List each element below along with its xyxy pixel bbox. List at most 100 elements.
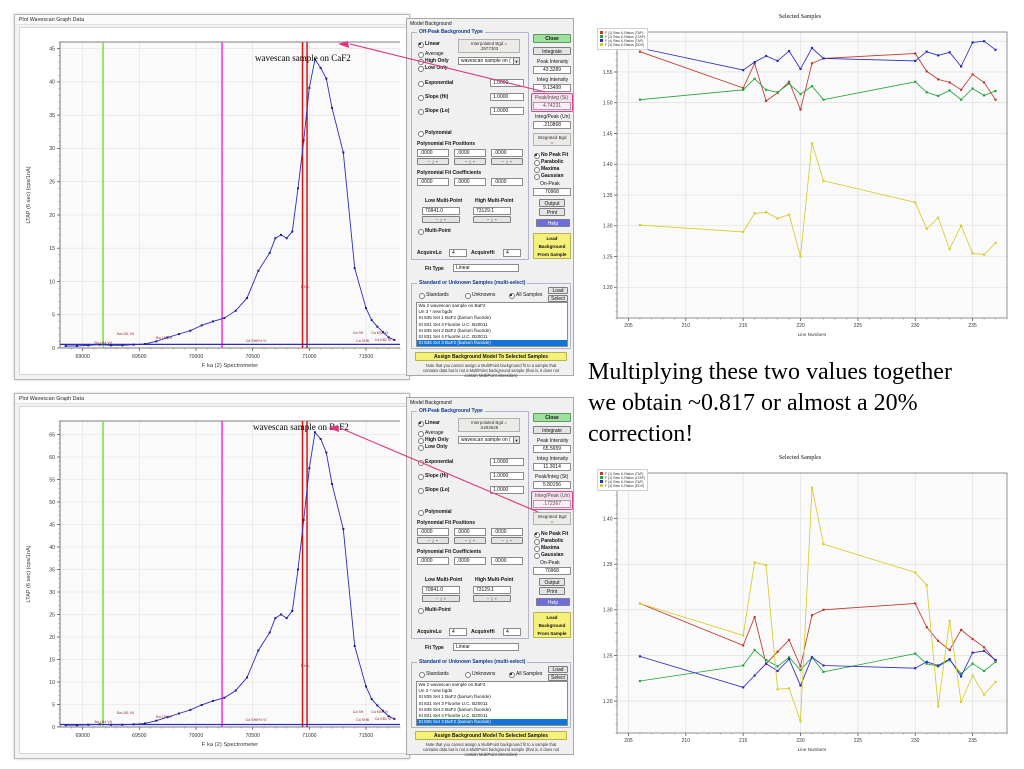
- radio-average[interactable]: Average: [418, 51, 444, 59]
- kratio-chart-bottom[interactable]: Selected Samples 1.40 1.35 1.30 1.25 1.20 205…: [585, 455, 1015, 760]
- sample-combo[interactable]: wavescan sample on (: [458, 57, 520, 65]
- radio-high-only[interactable]: High Only: [418, 437, 449, 445]
- list-item[interactable]: Un 3 * new bgds: [418, 309, 453, 315]
- radio-all-samples[interactable]: All Samples: [509, 292, 542, 300]
- poly-coeff-3[interactable]: .0000: [491, 178, 523, 186]
- poly-coeff-2[interactable]: .0000: [454, 557, 486, 565]
- output-button[interactable]: Output: [539, 199, 565, 207]
- list-item[interactable]: Wa 2 wavescan sample on BaF2: [418, 303, 486, 308]
- radio-polynomial[interactable]: Polynomial: [418, 130, 452, 138]
- sample-combo-arrow-icon[interactable]: ▼: [513, 57, 520, 65]
- fit-type-value[interactable]: Linear: [453, 643, 519, 651]
- kratio-chart-top[interactable]: Selected Samples 1.601.551.501.451.401.3…: [585, 14, 1015, 344]
- list-item[interactable]: St 835 Set 1 BaF2 (barium fluoride): [418, 694, 491, 700]
- acquire-hi-value[interactable]: 4: [503, 628, 521, 636]
- poly-coeff-3[interactable]: .0000: [491, 557, 523, 565]
- fit-type-value[interactable]: Linear: [453, 264, 519, 272]
- radio-all-samples[interactable]: All Samples: [509, 671, 542, 679]
- select-button[interactable]: Select: [548, 674, 568, 681]
- radio-parabolic[interactable]: Parabolic: [534, 159, 564, 167]
- radio-high-only[interactable]: High Only: [418, 58, 449, 66]
- poly-pos-2[interactable]: .0000: [454, 149, 486, 157]
- radio-slope-lo[interactable]: Slope (Lo): [418, 487, 449, 495]
- poly-pos-3-stepper[interactable]: − | +: [491, 158, 523, 165]
- radio-exponential[interactable]: Exponential: [418, 459, 453, 467]
- list-item[interactable]: St 835 Set 2 BaF2 (barium fluoride): [418, 327, 491, 333]
- radio-low-only[interactable]: Low Only: [418, 65, 448, 73]
- load-button[interactable]: Load: [548, 287, 568, 294]
- radio-average[interactable]: Average: [418, 430, 444, 438]
- radio-slope-hi[interactable]: Slope (Hi): [418, 94, 448, 102]
- sample-combo[interactable]: wavescan sample on (: [458, 436, 520, 444]
- select-button[interactable]: Select: [548, 295, 568, 302]
- radio-maxima[interactable]: Maxima: [534, 545, 559, 553]
- poly-pos-2[interactable]: .0000: [454, 528, 486, 536]
- slope-hi-value[interactable]: 1.0000: [490, 472, 524, 480]
- radio-no-peak-fit[interactable]: No Peak Fit: [534, 531, 568, 539]
- slope-lo-value[interactable]: 1.0000: [490, 486, 524, 494]
- wavescan-plot-top[interactable]: 45 40 35 30 25 20 15 10 5 0 69000 69500 70000 70500 71…: [19, 27, 407, 375]
- poly-pos-3-stepper[interactable]: − | +: [491, 537, 523, 544]
- low-multipoint-stepper[interactable]: − | +: [422, 216, 460, 223]
- sample-listbox-top[interactable]: Wa 2 wavescan sample on BaF2 Un 3 * new …: [416, 302, 568, 347]
- radio-multi-point[interactable]: Multi-Point: [418, 607, 451, 615]
- close-button[interactable]: Close: [533, 413, 571, 422]
- list-item[interactable]: St 835 Set 1 BaF2 (barium fluoride): [418, 315, 491, 321]
- sample-listbox-bottom[interactable]: Wa 2 wavescan sample on BaF2 Un 3 * new …: [416, 681, 568, 726]
- poly-pos-2-stepper[interactable]: − | +: [454, 537, 486, 544]
- exponential-value[interactable]: 1.0000: [490, 79, 524, 87]
- poly-pos-1[interactable]: .0000: [417, 149, 449, 157]
- poly-pos-3[interactable]: .0000: [491, 528, 523, 536]
- radio-standards[interactable]: Standards: [419, 671, 449, 679]
- poly-pos-3[interactable]: .0000: [491, 149, 523, 157]
- poly-pos-1-stepper[interactable]: − | +: [417, 537, 449, 544]
- acquire-hi-value[interactable]: 4: [503, 249, 521, 257]
- list-item[interactable]: St 831 Set 4 Fluorite U.C. B20011: [418, 334, 488, 340]
- high-multipoint-stepper[interactable]: − | +: [473, 595, 511, 602]
- radio-exponential[interactable]: Exponential: [418, 80, 453, 88]
- radio-parabolic[interactable]: Parabolic: [534, 538, 564, 546]
- radio-gaussian[interactable]: Gaussian: [534, 173, 564, 181]
- poly-pos-1[interactable]: .0000: [417, 528, 449, 536]
- close-button[interactable]: Close: [533, 34, 571, 43]
- assign-background-button[interactable]: Assign Background Model To Selected Samp…: [415, 731, 567, 740]
- help-button[interactable]: Help: [536, 219, 570, 227]
- high-multipoint-stepper[interactable]: − | +: [473, 216, 511, 223]
- low-multipoint-value[interactable]: 70841.0: [422, 586, 460, 594]
- integrate-button[interactable]: Integrate: [533, 47, 571, 55]
- high-multipoint-value[interactable]: 73129.1: [473, 207, 511, 215]
- print-button[interactable]: Print: [539, 587, 565, 595]
- radio-unknowns[interactable]: Unknowns: [465, 671, 495, 679]
- acquire-lo-value[interactable]: 4: [449, 628, 467, 636]
- list-item[interactable]: St 831 Set 3 Fluorite U.C. B20011: [418, 700, 488, 706]
- assign-background-button[interactable]: Assign Background Model To Selected Samp…: [415, 352, 567, 361]
- slope-hi-value[interactable]: 1.0000: [490, 93, 524, 101]
- poly-coeff-1[interactable]: .0000: [417, 557, 449, 565]
- poly-pos-2-stepper[interactable]: − | +: [454, 158, 486, 165]
- load-button[interactable]: Load: [548, 666, 568, 673]
- list-item[interactable]: Un 3 * new bgds: [418, 688, 453, 694]
- list-item-selected[interactable]: St 835 Set 3 BaF2 (barium fluoride): [417, 719, 567, 725]
- radio-gaussian[interactable]: Gaussian: [534, 552, 564, 560]
- load-background-from-sample-button[interactable]: Load Background From Sample: [533, 233, 571, 259]
- print-button[interactable]: Print: [539, 208, 565, 216]
- slope-lo-value[interactable]: 1.0000: [490, 107, 524, 115]
- high-multipoint-value[interactable]: 73129.1: [473, 586, 511, 594]
- radio-polynomial[interactable]: Polynomial: [418, 509, 452, 517]
- list-item[interactable]: St 831 Set 4 Fluorite U.C. B20011: [418, 713, 488, 719]
- sample-combo-arrow-icon[interactable]: ▼: [513, 436, 520, 444]
- radio-multi-point[interactable]: Multi-Point: [418, 228, 451, 236]
- list-item-selected[interactable]: St 835 Set 3 BaF2 (barium fluoride): [417, 340, 567, 346]
- low-multipoint-stepper[interactable]: − | +: [422, 595, 460, 602]
- radio-linear[interactable]: Linear: [418, 420, 440, 428]
- radio-slope-hi[interactable]: Slope (Hi): [418, 473, 448, 481]
- poly-coeff-2[interactable]: .0000: [454, 178, 486, 186]
- radio-linear[interactable]: Linear: [418, 41, 440, 49]
- help-button[interactable]: Help: [536, 598, 570, 606]
- acquire-lo-value[interactable]: 4: [449, 249, 467, 257]
- poly-coeff-1[interactable]: .0000: [417, 178, 449, 186]
- list-item[interactable]: St 831 Set 3 Fluorite U.C. B20011: [418, 321, 488, 327]
- radio-no-peak-fit[interactable]: No Peak Fit: [534, 152, 568, 160]
- list-item[interactable]: St 835 Set 2 BaF2 (barium fluoride): [418, 706, 491, 712]
- radio-maxima[interactable]: Maxima: [534, 166, 559, 174]
